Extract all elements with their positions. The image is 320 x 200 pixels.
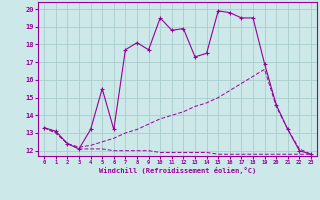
- X-axis label: Windchill (Refroidissement éolien,°C): Windchill (Refroidissement éolien,°C): [99, 167, 256, 174]
